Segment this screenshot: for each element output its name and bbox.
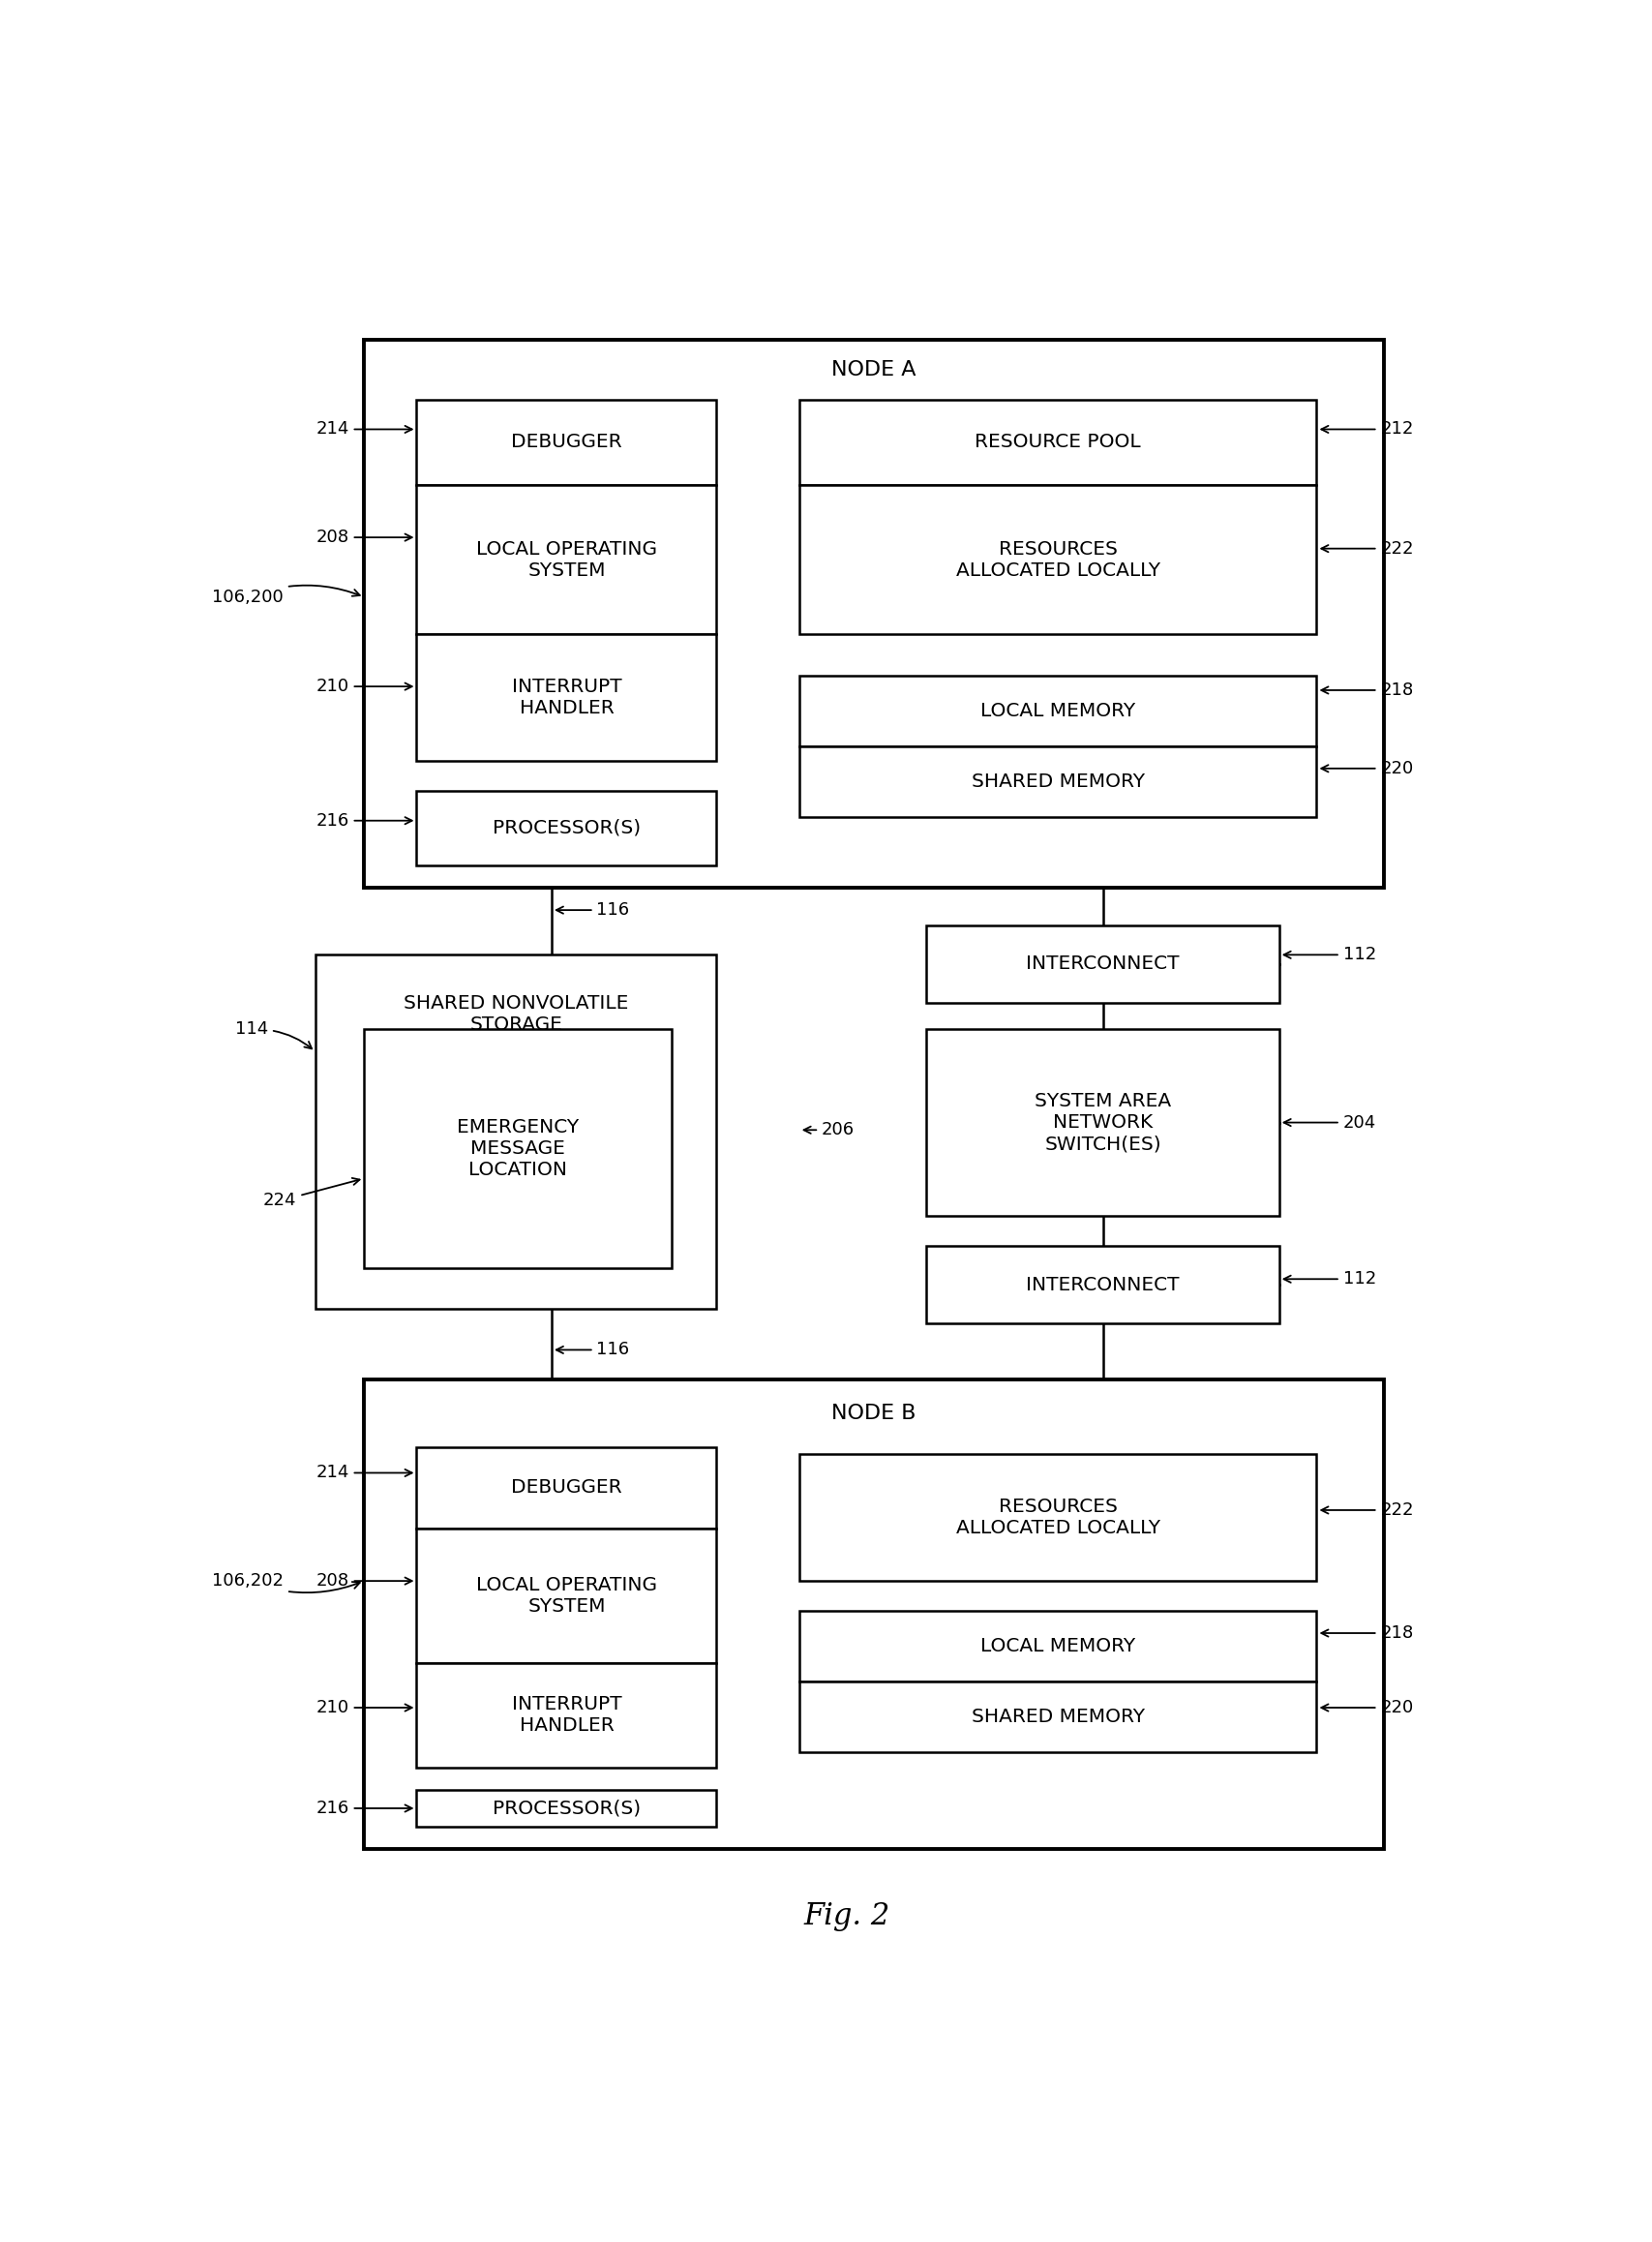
Text: NODE A: NODE A (831, 361, 915, 379)
Text: SHARED MEMORY: SHARED MEMORY (971, 1708, 1143, 1726)
Bar (416, 1529, 717, 1664)
Text: RESOURCE POOL: RESOURCE POOL (975, 433, 1140, 451)
Text: 218: 218 (1320, 1625, 1412, 1641)
Text: RESOURCES
ALLOCATED LOCALLY: RESOURCES ALLOCATED LOCALLY (955, 540, 1160, 581)
Text: 112: 112 (1284, 946, 1374, 964)
Text: 208: 208 (316, 529, 411, 547)
Text: 204: 204 (1284, 1114, 1374, 1132)
Bar (798, 1455, 1317, 1581)
Bar (798, 747, 1317, 816)
Bar (927, 926, 1279, 1002)
Text: 106,200: 106,200 (211, 585, 360, 605)
Bar (927, 1247, 1279, 1323)
Text: SYSTEM AREA
NETWORK
SWITCH(ES): SYSTEM AREA NETWORK SWITCH(ES) (1034, 1092, 1171, 1152)
Bar (798, 484, 1317, 634)
Bar (416, 1664, 717, 1767)
Bar (798, 675, 1317, 747)
Text: SHARED NONVOLATILE
STORAGE: SHARED NONVOLATILE STORAGE (403, 995, 628, 1034)
Text: 106,202: 106,202 (211, 1572, 360, 1592)
Text: INTERCONNECT: INTERCONNECT (1026, 1276, 1180, 1294)
Text: LOCAL OPERATING
SYSTEM: LOCAL OPERATING SYSTEM (476, 1576, 657, 1616)
Text: Fig. 2: Fig. 2 (803, 1901, 890, 1930)
Bar (798, 1610, 1317, 1682)
Bar (416, 1789, 717, 1827)
Text: 214: 214 (316, 1464, 411, 1482)
Text: EMERGENCY
MESSAGE
LOCATION: EMERGENCY MESSAGE LOCATION (456, 1119, 578, 1179)
Bar (416, 1446, 717, 1529)
Text: 210: 210 (316, 1699, 411, 1717)
Text: 220: 220 (1320, 760, 1412, 778)
Text: LOCAL OPERATING
SYSTEM: LOCAL OPERATING SYSTEM (476, 540, 657, 581)
Bar (316, 955, 717, 1309)
Text: 216: 216 (316, 812, 411, 830)
Bar (416, 484, 717, 634)
Text: 208: 208 (316, 1572, 411, 1590)
Text: 114: 114 (235, 1020, 312, 1049)
Text: LOCAL MEMORY: LOCAL MEMORY (980, 702, 1135, 720)
Bar (927, 1029, 1279, 1215)
Bar (416, 634, 717, 760)
Text: INTERRUPT
HANDLER: INTERRUPT HANDLER (512, 1695, 621, 1735)
Text: 112: 112 (1284, 1271, 1374, 1287)
Bar (363, 1379, 1383, 1850)
Text: 222: 222 (1320, 1502, 1412, 1518)
Text: 222: 222 (1320, 540, 1412, 558)
Text: SHARED MEMORY: SHARED MEMORY (971, 771, 1143, 791)
Text: INTERCONNECT: INTERCONNECT (1026, 955, 1180, 973)
Text: 116: 116 (557, 1341, 629, 1359)
Text: DEBUGGER: DEBUGGER (510, 1477, 621, 1498)
Text: 214: 214 (316, 421, 411, 437)
Text: 220: 220 (1320, 1699, 1412, 1717)
Text: 210: 210 (316, 677, 411, 695)
Text: 116: 116 (557, 901, 629, 919)
Bar (363, 1029, 671, 1269)
Text: NODE B: NODE B (831, 1403, 915, 1424)
Text: 206: 206 (803, 1121, 854, 1139)
Text: PROCESSOR(S): PROCESSOR(S) (492, 1798, 641, 1818)
Bar (416, 791, 717, 865)
Bar (416, 399, 717, 484)
Bar (798, 399, 1317, 484)
Bar (798, 1682, 1317, 1753)
Text: 212: 212 (1320, 421, 1412, 437)
Text: 216: 216 (316, 1800, 411, 1816)
Text: RESOURCES
ALLOCATED LOCALLY: RESOURCES ALLOCATED LOCALLY (955, 1498, 1160, 1538)
Text: INTERRUPT
HANDLER: INTERRUPT HANDLER (512, 677, 621, 717)
Text: DEBUGGER: DEBUGGER (510, 433, 621, 451)
Text: LOCAL MEMORY: LOCAL MEMORY (980, 1637, 1135, 1655)
Bar (363, 341, 1383, 888)
Text: 224: 224 (263, 1177, 360, 1208)
Text: 218: 218 (1320, 682, 1412, 700)
Text: PROCESSOR(S): PROCESSOR(S) (492, 818, 641, 836)
